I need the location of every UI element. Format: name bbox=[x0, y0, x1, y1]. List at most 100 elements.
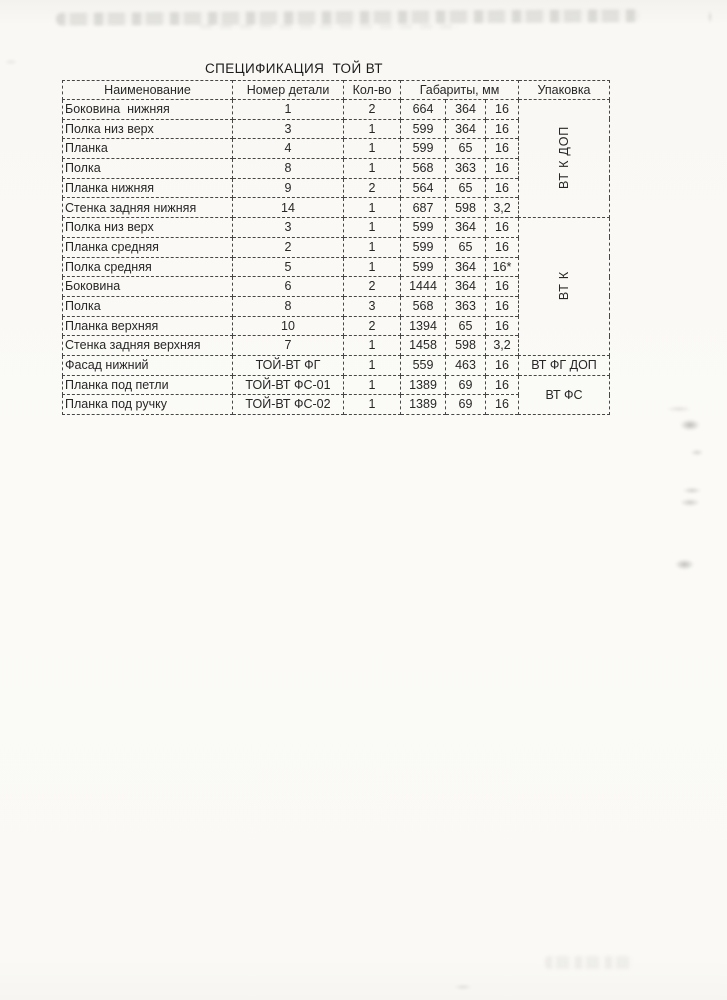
table-row: Планка верхняя 10 2 1394 65 16 bbox=[62, 315, 610, 337]
dim-thickness-cell: 16 bbox=[484, 394, 520, 415]
scan-ghost-text bbox=[545, 956, 633, 969]
dim-width-cell: 65 bbox=[445, 177, 486, 199]
scan-smudge bbox=[2, 58, 20, 66]
table-row: Полка 8 1 568 363 16 bbox=[62, 158, 610, 179]
header-quantity: Кол-во bbox=[343, 80, 401, 100]
part-name-cell: Стенка задняя нижняя bbox=[62, 197, 233, 219]
dim-length-cell: 599 bbox=[400, 236, 446, 258]
part-number-cell: 6 bbox=[232, 276, 344, 297]
dim-width-cell: 69 bbox=[445, 394, 486, 415]
dim-width-cell: 364 bbox=[445, 118, 486, 140]
dim-length-cell: 1444 bbox=[400, 276, 446, 297]
dim-length-cell: 1394 bbox=[400, 315, 446, 337]
qty-cell: 1 bbox=[343, 335, 401, 356]
packaging-label: ВТ ФС bbox=[545, 387, 583, 402]
part-number-cell: 10 bbox=[232, 315, 344, 337]
scan-smudge bbox=[676, 497, 704, 508]
qty-cell: 3 bbox=[343, 295, 401, 317]
part-number-cell: 14 bbox=[232, 197, 344, 219]
dim-thickness-cell: 16 bbox=[484, 158, 520, 179]
packaging-cell: ВТ ФС bbox=[518, 374, 611, 416]
dim-width-cell: 364 bbox=[445, 99, 486, 120]
part-name-cell: Фасад нижний bbox=[62, 354, 233, 376]
qty-cell: 1 bbox=[343, 118, 401, 140]
dim-width-cell: 598 bbox=[445, 197, 486, 219]
packaging-label: ВТ К bbox=[556, 270, 571, 300]
part-name-cell: Планка под петли bbox=[62, 374, 233, 396]
spec-table: Наименование Номер детали Кол-во Габарит… bbox=[62, 80, 611, 416]
qty-cell: 1 bbox=[343, 236, 401, 258]
part-name-cell: Боковина bbox=[62, 276, 233, 297]
scan-smudge bbox=[676, 417, 704, 433]
scan-smudge bbox=[679, 486, 705, 495]
dim-width-cell: 463 bbox=[445, 354, 486, 376]
part-number-cell: 7 bbox=[232, 335, 344, 356]
dim-length-cell: 1389 bbox=[400, 394, 446, 415]
packaging-cell: ВТ К bbox=[518, 217, 611, 356]
table-row: Полка низ верх 3 1 599 364 16 bbox=[62, 118, 610, 140]
part-number-cell: 4 bbox=[232, 138, 344, 160]
part-name-cell: Полка bbox=[62, 158, 233, 179]
dim-thickness-cell: 16 bbox=[484, 374, 520, 396]
dim-thickness-cell: 16 bbox=[484, 354, 520, 376]
scan-smudge bbox=[707, 8, 713, 26]
dim-thickness-cell: 16 bbox=[484, 118, 520, 140]
part-number-cell: 2 bbox=[232, 236, 344, 258]
dim-width-cell: 364 bbox=[445, 276, 486, 297]
qty-cell: 1 bbox=[343, 217, 401, 238]
dim-width-cell: 363 bbox=[445, 158, 486, 179]
dim-thickness-cell: 16 bbox=[484, 295, 520, 317]
dim-length-cell: 568 bbox=[400, 295, 446, 317]
qty-cell: 1 bbox=[343, 354, 401, 376]
table-row: Планка нижняя 9 2 564 65 16 bbox=[62, 177, 610, 199]
table-row: Боковина нижняя 1 2 664 364 16 ВТ К ДОП bbox=[62, 98, 611, 219]
dim-thickness-cell: 16 bbox=[484, 236, 520, 258]
dim-thickness-cell: 3,2 bbox=[484, 197, 520, 219]
part-name-cell: Полка средняя bbox=[62, 256, 233, 278]
table-row: Фасад нижний ТОЙ-ВТ ФГ 1 559 463 16 ВТ ФГ ДОП bbox=[62, 354, 611, 376]
dim-length-cell: 599 bbox=[400, 138, 446, 160]
qty-cell: 2 bbox=[343, 315, 401, 337]
scan-bleedthrough-artifact-2 bbox=[200, 24, 460, 29]
dim-length-cell: 1458 bbox=[400, 335, 446, 356]
part-number-cell: ТОЙ-ВТ ФС-02 bbox=[232, 394, 344, 415]
part-number-cell: ТОЙ-ВТ ФГ bbox=[232, 354, 344, 376]
table-row: Стенка задняя верхняя 7 1 1458 598 3,2 bbox=[62, 335, 610, 356]
part-name-cell: Полка низ верх bbox=[62, 217, 233, 238]
dim-thickness-cell: 16 bbox=[484, 99, 520, 120]
dim-thickness-cell: 16 bbox=[484, 315, 520, 337]
spec-table-body: Боковина нижняя 1 2 664 364 16 ВТ К ДОП Полка н… bbox=[62, 98, 611, 416]
header-name: Наименование bbox=[62, 80, 233, 100]
header-part-number: Номер детали bbox=[232, 80, 344, 100]
part-number-cell: 3 bbox=[232, 217, 344, 238]
dim-width-cell: 598 bbox=[445, 335, 486, 356]
qty-cell: 1 bbox=[343, 374, 401, 396]
part-name-cell: Полка низ верх bbox=[62, 118, 233, 140]
scan-smudge bbox=[688, 448, 706, 457]
header-row: Наименование Номер детали Кол-во Габарит… bbox=[62, 80, 611, 100]
header-dimensions: Габариты, мм bbox=[399, 80, 520, 100]
dim-length-cell: 599 bbox=[400, 256, 446, 278]
table-row: Планка 4 1 599 65 16 bbox=[62, 138, 610, 160]
table-row: Планка под петли ТОЙ-ВТ ФС-01 1 1389 69 16 ВТ … bbox=[62, 374, 611, 416]
document-title: СПЕЦИФИКАЦИЯ ТОЙ ВТ bbox=[205, 61, 383, 76]
dim-thickness-cell: 16 bbox=[484, 217, 520, 238]
scan-smudge bbox=[662, 405, 696, 413]
part-name-cell: Планка верхняя bbox=[62, 315, 233, 337]
dim-length-cell: 599 bbox=[400, 217, 446, 238]
dim-length-cell: 1389 bbox=[400, 374, 446, 396]
part-name-cell: Планка bbox=[62, 138, 233, 160]
part-number-cell: 8 bbox=[232, 295, 344, 317]
qty-cell: 1 bbox=[343, 158, 401, 179]
part-number-cell: 9 bbox=[232, 177, 344, 199]
dim-width-cell: 65 bbox=[445, 138, 486, 160]
qty-cell: 1 bbox=[343, 256, 401, 278]
qty-cell: 2 bbox=[343, 99, 401, 120]
table-row: Полка средняя 5 1 599 364 16* bbox=[62, 256, 610, 278]
part-number-cell: 3 bbox=[232, 118, 344, 140]
part-number-cell: 5 bbox=[232, 256, 344, 278]
dim-length-cell: 559 bbox=[400, 354, 446, 376]
dim-length-cell: 599 bbox=[400, 118, 446, 140]
part-number-cell: 1 bbox=[232, 99, 344, 120]
